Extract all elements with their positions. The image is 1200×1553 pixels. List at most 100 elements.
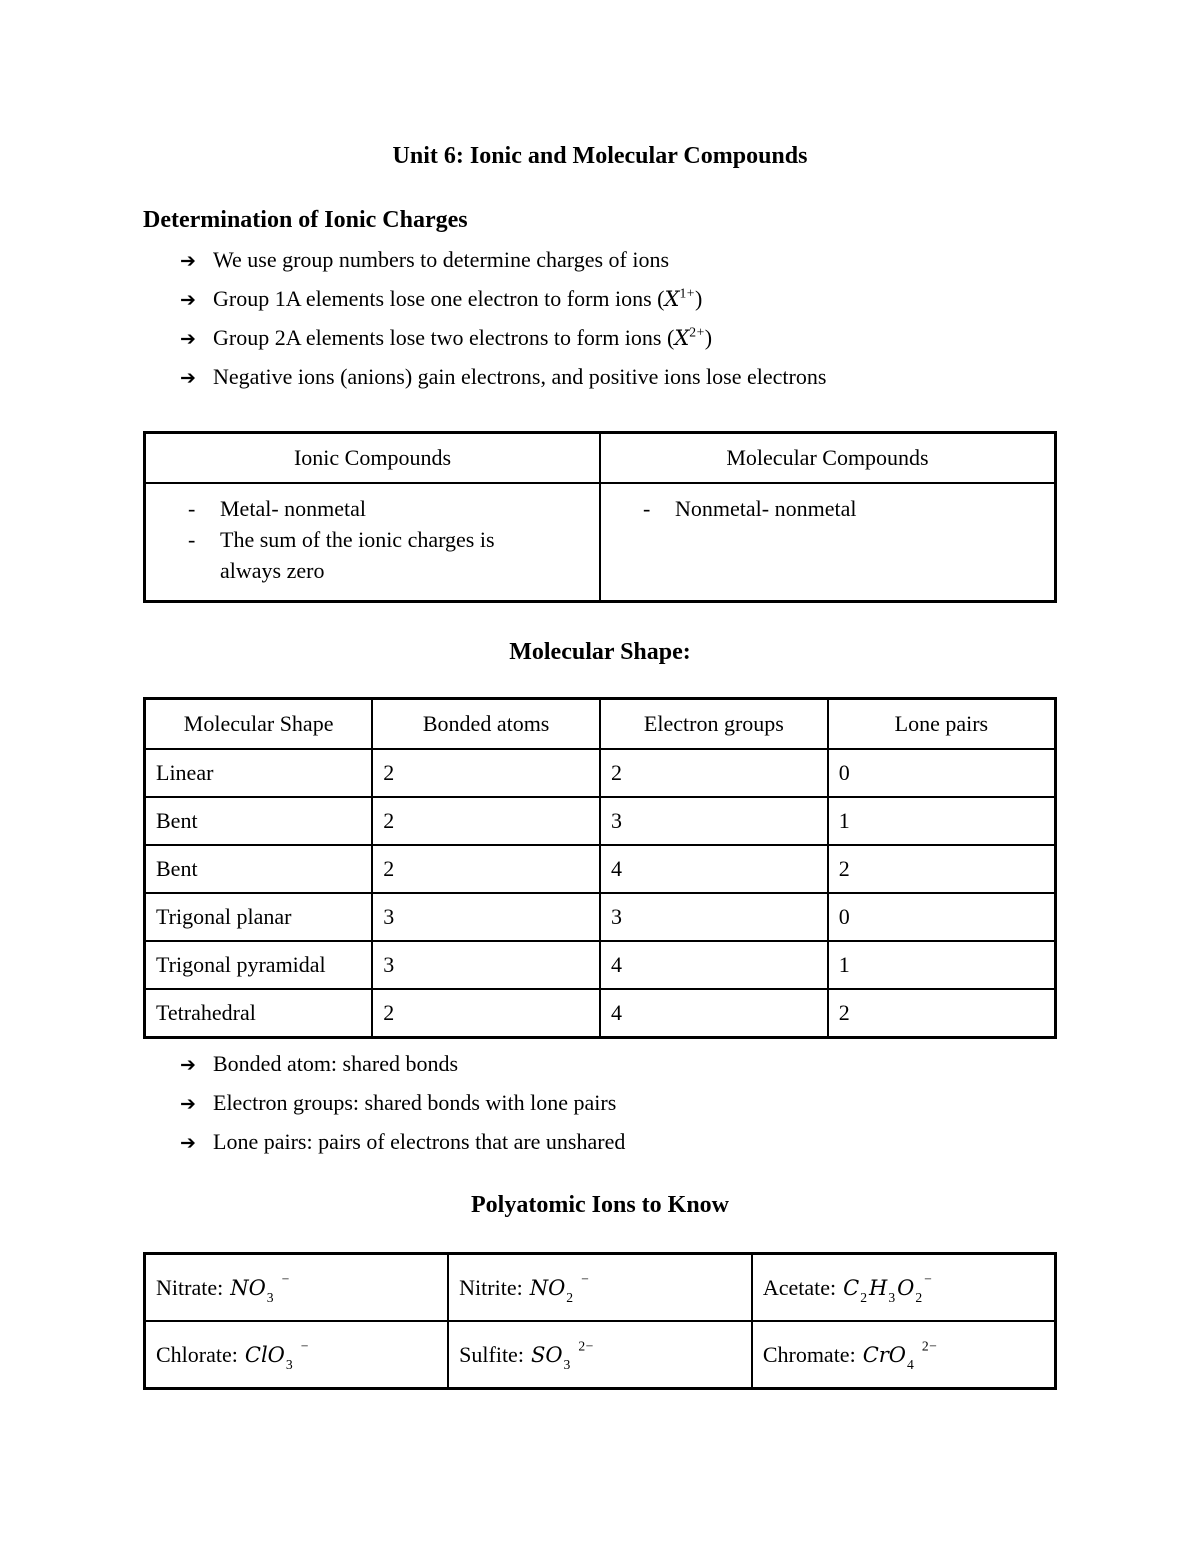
ion-charge-superscript: 1+ [679,285,695,301]
bullet-text: Group 1A elements lose one electron to f… [213,282,1057,316]
bullet-text-post: ) [694,286,703,311]
arrow-bullet-icon: ➔ [180,1054,196,1076]
bullet-text: Lone pairs: pairs of electrons that are … [213,1129,626,1154]
bonded-atoms-cell: 2 [371,988,601,1039]
ion-name-label: Nitrate: [156,1274,224,1300]
bullet-text-pre: Group 1A elements lose one electron to f… [213,286,665,311]
table-row: Bent 2 4 2 [143,844,1057,894]
section-heading-ionic-charges: Determination of Ionic Charges [143,207,468,233]
section-heading-molecular-shape: Molecular Shape: [509,639,691,665]
ionic-compounds-cell: - Metal- nonmetal - The sum of the ionic… [143,482,601,603]
bonded-atoms-cell: 2 [371,796,601,846]
list-item: - Metal- nonmetal [146,493,599,524]
dash-bullet-icon: - [643,496,651,521]
bullet-text: Electron groups: shared bonds with lone … [213,1090,617,1115]
list-item: - The sum of the ionic charges is always… [146,524,599,586]
polyatomic-ion-cell-nitrate: Nitrate: NO3− [143,1252,450,1322]
arrow-bullet-icon: ➔ [180,250,196,272]
dash-bullet-icon: - [188,527,196,552]
bonded-atoms-cell: 2 [371,748,601,798]
lone-pairs-cell: 2 [826,988,1057,1039]
list-item: ➔ Bonded atom: shared bonds [180,1047,1057,1082]
electron-groups-cell: 4 [599,940,829,990]
table-header-row: Molecular Shape Bonded atoms Electron gr… [143,697,1057,750]
shape-name-cell: Linear [143,748,374,798]
lone-pairs-cell: 2 [826,844,1057,894]
shape-name-cell: Trigonal pyramidal [143,940,374,990]
table-row: Bent 2 3 1 [143,796,1057,846]
lone-pairs-cell: 1 [826,796,1057,846]
dash-bullet-icon: - [188,496,196,521]
table-row: Nitrate: NO3− Nitrite: NO2− Acetate: C2H3O2… [143,1252,1057,1322]
molecular-compounds-cell: - Nonmetal- nonmetal [599,482,1057,603]
shape-name-cell: Bent [143,844,374,894]
bullet-text: Negative ions (anions) gain electrons, a… [213,364,827,389]
bullet-text: Group 2A elements lose two electrons to … [213,321,1057,355]
polyatomic-ion-cell-chlorate: Chlorate: ClO3− [143,1320,450,1390]
table-row: - Metal- nonmetal - The sum of the ionic… [143,482,1057,603]
polyatomic-ions-table: Nitrate: NO3− Nitrite: NO2− Acetate: C2H3O2… [143,1252,1057,1390]
polyatomic-ion-cell-sulfite: Sulfite: SO32− [447,1320,753,1390]
arrow-bullet-icon: ➔ [180,367,196,389]
column-header-bonded-atoms: Bonded atoms [371,697,601,750]
ion-formula: C2H3O2− [843,1270,933,1305]
ion-formula: NO3− [230,1270,290,1305]
column-header-ionic-compounds: Ionic Compounds [143,431,601,484]
page-title: Unit 6: Ionic and Molecular Compounds [392,143,808,169]
bonded-atoms-cell: 2 [371,844,601,894]
electron-groups-cell: 3 [599,892,829,942]
section-heading-polyatomic-ions: Polyatomic Ions to Know [471,1192,729,1218]
list-item: ➔ Group 1A elements lose one electron to… [180,282,1057,317]
table-header-row: Ionic Compounds Molecular Compounds [143,431,1057,484]
ion-name-label: Nitrite: [459,1274,523,1300]
column-header-molecular-shape: Molecular Shape [143,697,374,750]
shape-name-cell: Tetrahedral [143,988,374,1039]
list-item-text: The sum of the ionic charges is always z… [220,527,495,583]
electron-groups-cell: 4 [599,844,829,894]
electron-groups-cell: 3 [599,796,829,846]
ion-name-label: Chlorate: [156,1341,238,1367]
ion-charge-superscript: 2+ [689,324,705,340]
ion-name-label: Sulfite: [459,1341,524,1367]
electron-groups-cell: 2 [599,748,829,798]
list-item-text: Nonmetal- nonmetal [675,496,857,521]
arrow-bullet-icon: ➔ [180,328,196,350]
shape-definitions-bullet-list: ➔ Bonded atom: shared bonds ➔ Electron g… [143,1047,1057,1160]
lone-pairs-cell: 0 [826,892,1057,942]
list-item: ➔ Lone pairs: pairs of electrons that ar… [180,1125,1057,1160]
column-header-electron-groups: Electron groups [599,697,829,750]
ionic-charges-bullet-list: ➔ We use group numbers to determine char… [143,243,1057,395]
list-item: ➔ Electron groups: shared bonds with lon… [180,1086,1057,1121]
table-row: Tetrahedral 2 4 2 [143,988,1057,1039]
ion-formula: ClO3− [244,1337,309,1372]
polyatomic-ion-cell-nitrite: Nitrite: NO2− [447,1252,753,1322]
arrow-bullet-icon: ➔ [180,1132,196,1154]
table-row: Trigonal pyramidal 3 4 1 [143,940,1057,990]
bullet-text: Bonded atom: shared bonds [213,1051,459,1076]
shape-name-cell: Trigonal planar [143,892,374,942]
polyatomic-ion-cell-acetate: Acetate: C2H3O2− [750,1252,1057,1322]
ion-symbol: X [664,287,680,311]
bullet-text: We use group numbers to determine charge… [213,247,670,272]
column-header-molecular-compounds: Molecular Compounds [599,431,1057,484]
arrow-bullet-icon: ➔ [180,289,196,311]
bullet-text-pre: Group 2A elements lose two electrons to … [213,325,675,350]
polyatomic-ion-cell-chromate: Chromate: CrO42− [750,1320,1057,1390]
ion-name-label: Chromate: [762,1341,856,1367]
list-item-text: Metal- nonmetal [220,496,367,521]
bonded-atoms-cell: 3 [371,940,601,990]
electron-groups-cell: 4 [599,988,829,1039]
lone-pairs-cell: 1 [826,940,1057,990]
ion-name-label: Acetate: [762,1274,837,1300]
list-item: - Nonmetal- nonmetal [601,493,1054,524]
list-item: ➔ We use group numbers to determine char… [180,243,1057,278]
arrow-bullet-icon: ➔ [180,1093,196,1115]
bonded-atoms-cell: 3 [371,892,601,942]
list-item: ➔ Group 2A elements lose two electrons t… [180,321,1057,356]
shape-name-cell: Bent [143,796,374,846]
ion-symbol: X [674,326,690,350]
table-row: Trigonal planar 3 3 0 [143,892,1057,942]
column-header-lone-pairs: Lone pairs [826,697,1057,750]
molecular-shape-table: Molecular Shape Bonded atoms Electron gr… [143,697,1057,1039]
